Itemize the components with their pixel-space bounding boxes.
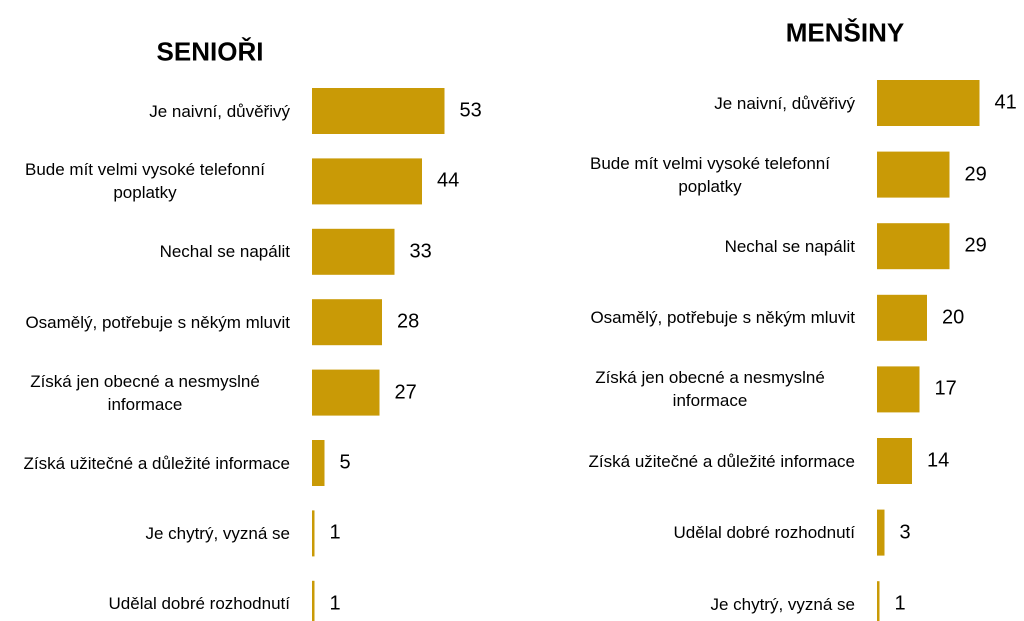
category-label: Je naivní, důvěřivý bbox=[0, 81, 290, 141]
bar bbox=[312, 580, 315, 621]
category-label: Získá jen obecné a nesmyslné informace bbox=[0, 363, 290, 423]
value-label: 20 bbox=[942, 306, 965, 329]
category-text: Získá užitečné a důležité informace bbox=[588, 451, 855, 471]
category-text: Je naivní, důvěřivý bbox=[714, 93, 855, 113]
value-label: 33 bbox=[409, 240, 432, 263]
bar bbox=[877, 438, 912, 484]
bar bbox=[312, 440, 325, 486]
category-label: Je chytrý, vyzná se bbox=[555, 574, 855, 621]
category-label: Osamělý, potřebuje s někým mluvit bbox=[555, 288, 855, 348]
bar bbox=[877, 80, 980, 126]
value-label: 5 bbox=[339, 451, 351, 474]
value-label: 1 bbox=[894, 592, 906, 615]
bar bbox=[312, 299, 382, 346]
bar bbox=[877, 294, 927, 341]
value-label: 53 bbox=[459, 99, 482, 122]
value-label: 1 bbox=[329, 521, 341, 544]
category-text: Nechal se napálit bbox=[159, 242, 290, 262]
category-text: Nechal se napálit bbox=[724, 236, 855, 256]
value-label: 29 bbox=[964, 234, 987, 257]
category-text: Udělal dobré rozhodnutí bbox=[673, 523, 855, 543]
category-text: Získá užitečné a důležité informace bbox=[23, 453, 290, 473]
bar bbox=[312, 88, 445, 134]
category-label: Získá užitečné a důležité informace bbox=[555, 431, 855, 491]
bar bbox=[877, 223, 950, 270]
bar bbox=[312, 369, 380, 416]
bar bbox=[312, 228, 395, 275]
category-text: Je naivní, důvěřivý bbox=[149, 101, 290, 121]
category-label: Získá užitečné a důležité informace bbox=[0, 433, 290, 493]
value-label: 17 bbox=[934, 377, 957, 400]
category-text: Je chytrý, vyzná se bbox=[145, 523, 290, 543]
category-text: Získá jen obecné a nesmyslné informace bbox=[595, 368, 825, 411]
value-label: 28 bbox=[397, 310, 420, 333]
bar bbox=[877, 581, 880, 621]
category-text: Udělal dobré rozhodnutí bbox=[108, 594, 290, 614]
category-text: Osamělý, potřebuje s někým mluvit bbox=[590, 308, 855, 328]
chart-title: MENŠINY bbox=[785, 17, 905, 48]
category-label: Nechal se napálit bbox=[0, 222, 290, 282]
category-text: Je chytrý, vyzná se bbox=[710, 594, 855, 614]
bar bbox=[877, 366, 920, 413]
bar bbox=[877, 151, 950, 198]
category-label: Osamělý, potřebuje s někým mluvit bbox=[0, 292, 290, 352]
value-label: 44 bbox=[437, 169, 460, 192]
category-label: Udělal dobré rozhodnutí bbox=[555, 503, 855, 563]
category-text: Získá jen obecné a nesmyslné informace bbox=[30, 371, 260, 414]
category-label: Bude mít velmi vysoké telefonní poplatky bbox=[0, 151, 290, 211]
value-label: 41 bbox=[994, 91, 1017, 114]
category-text: Bude mít velmi vysoké telefonní poplatky bbox=[24, 160, 265, 203]
bar bbox=[312, 158, 422, 205]
category-label: Nechal se napálit bbox=[555, 216, 855, 276]
value-label: 3 bbox=[899, 521, 911, 544]
category-label: Udělal dobré rozhodnutí bbox=[0, 574, 290, 621]
bar bbox=[877, 509, 885, 556]
category-label: Bude mít velmi vysoké telefonní poplatky bbox=[555, 145, 855, 205]
chart-title: SENIOŘI bbox=[156, 36, 264, 67]
value-label: 29 bbox=[964, 163, 987, 186]
category-label: Získá jen obecné a nesmyslné informace bbox=[555, 359, 855, 419]
value-label: 14 bbox=[927, 449, 950, 472]
value-label: 27 bbox=[394, 381, 417, 404]
category-label: Je chytrý, vyzná se bbox=[0, 503, 290, 563]
bar bbox=[312, 510, 315, 557]
category-label: Je naivní, důvěřivý bbox=[555, 73, 855, 133]
value-label: 1 bbox=[329, 592, 341, 615]
category-text: Osamělý, potřebuje s někým mluvit bbox=[25, 312, 290, 332]
category-text: Bude mít velmi vysoké telefonní poplatky bbox=[589, 153, 830, 196]
